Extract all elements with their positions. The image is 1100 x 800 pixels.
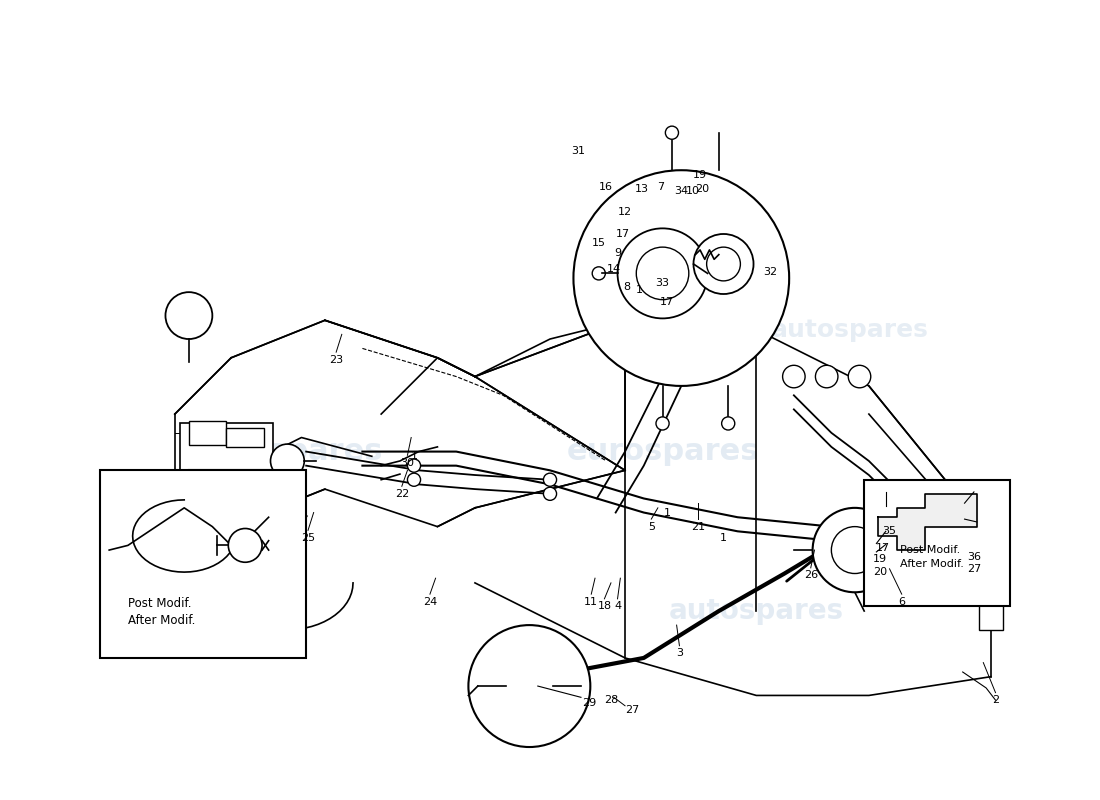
Text: 28: 28: [604, 695, 618, 705]
Text: 21: 21: [691, 522, 705, 532]
Circle shape: [263, 545, 274, 556]
Circle shape: [815, 366, 838, 388]
Text: 11: 11: [584, 597, 598, 606]
Text: 20: 20: [695, 184, 710, 194]
Text: 9: 9: [614, 248, 622, 258]
Circle shape: [111, 542, 126, 558]
Circle shape: [592, 267, 605, 280]
Bar: [506, 667, 553, 705]
Text: After Modif.: After Modif.: [900, 559, 964, 570]
Circle shape: [674, 243, 697, 266]
Text: 1: 1: [636, 286, 642, 295]
Text: 26: 26: [804, 570, 817, 580]
Circle shape: [722, 417, 735, 430]
Text: After Modif.: After Modif.: [128, 614, 196, 627]
Circle shape: [666, 126, 679, 139]
Text: Post Modif.: Post Modif.: [128, 597, 191, 610]
Text: 29: 29: [582, 698, 596, 708]
Circle shape: [617, 228, 707, 318]
Circle shape: [229, 529, 262, 562]
Text: 25: 25: [301, 533, 315, 543]
Text: 2: 2: [992, 695, 999, 705]
Text: 10: 10: [685, 186, 700, 196]
Circle shape: [910, 535, 922, 546]
Polygon shape: [878, 494, 977, 550]
Text: 33: 33: [656, 278, 670, 288]
Text: Post Modif.: Post Modif.: [900, 546, 960, 555]
Text: 18: 18: [597, 602, 612, 611]
Circle shape: [573, 170, 789, 386]
Circle shape: [407, 473, 420, 486]
Text: 27: 27: [967, 564, 981, 574]
Text: 8: 8: [624, 282, 630, 293]
Text: 5: 5: [648, 522, 654, 532]
Circle shape: [693, 234, 754, 294]
Text: 3: 3: [675, 648, 683, 658]
Circle shape: [636, 247, 689, 300]
Text: autospares: autospares: [771, 318, 929, 342]
Text: 15: 15: [592, 238, 606, 248]
Circle shape: [954, 497, 967, 510]
Circle shape: [848, 366, 871, 388]
FancyBboxPatch shape: [100, 470, 306, 658]
Text: 35: 35: [882, 526, 896, 536]
Circle shape: [813, 508, 896, 592]
Bar: [189, 421, 227, 445]
Circle shape: [782, 366, 805, 388]
Text: 17: 17: [616, 229, 630, 239]
Text: 17: 17: [876, 543, 890, 553]
Circle shape: [204, 485, 212, 494]
Text: eurospares: eurospares: [566, 437, 759, 466]
Text: 1: 1: [410, 451, 418, 462]
Bar: [836, 541, 873, 559]
Bar: [227, 428, 264, 447]
Text: 7: 7: [657, 182, 664, 192]
Text: 36: 36: [967, 552, 981, 562]
Text: 22: 22: [395, 489, 409, 498]
Text: 20: 20: [873, 566, 888, 577]
Text: 17: 17: [660, 297, 674, 306]
Circle shape: [910, 554, 922, 565]
Text: 34: 34: [674, 186, 689, 196]
Text: 1: 1: [720, 533, 727, 543]
Text: 13: 13: [635, 184, 649, 194]
FancyBboxPatch shape: [865, 480, 1010, 606]
Text: eurospares: eurospares: [191, 437, 384, 466]
Circle shape: [879, 525, 892, 538]
Circle shape: [706, 247, 740, 281]
Circle shape: [879, 506, 892, 519]
Text: 23: 23: [329, 354, 343, 365]
Text: 12: 12: [618, 207, 632, 218]
Text: 32: 32: [763, 266, 778, 277]
Bar: [979, 592, 1002, 630]
Text: 27: 27: [626, 705, 640, 714]
Text: 4: 4: [614, 602, 622, 611]
Text: 1: 1: [663, 507, 671, 518]
Circle shape: [543, 487, 557, 500]
Bar: [535, 667, 553, 705]
Circle shape: [832, 526, 878, 574]
Circle shape: [263, 535, 274, 546]
Text: 31: 31: [571, 146, 585, 157]
Circle shape: [958, 513, 971, 526]
Circle shape: [283, 485, 293, 494]
Text: 24: 24: [422, 597, 437, 606]
Circle shape: [407, 459, 420, 472]
Circle shape: [165, 292, 212, 339]
Circle shape: [656, 417, 669, 430]
Text: 14: 14: [607, 264, 620, 274]
Circle shape: [543, 473, 557, 486]
Bar: [179, 423, 273, 480]
Circle shape: [250, 485, 260, 494]
Text: 6: 6: [899, 597, 905, 606]
Circle shape: [271, 444, 305, 478]
Text: 19: 19: [693, 170, 707, 180]
Circle shape: [469, 625, 591, 747]
Circle shape: [666, 234, 706, 275]
Circle shape: [227, 485, 235, 494]
Text: 16: 16: [600, 182, 614, 192]
Text: 30: 30: [400, 458, 415, 468]
Text: autospares: autospares: [669, 597, 844, 625]
Text: 19: 19: [873, 554, 888, 565]
